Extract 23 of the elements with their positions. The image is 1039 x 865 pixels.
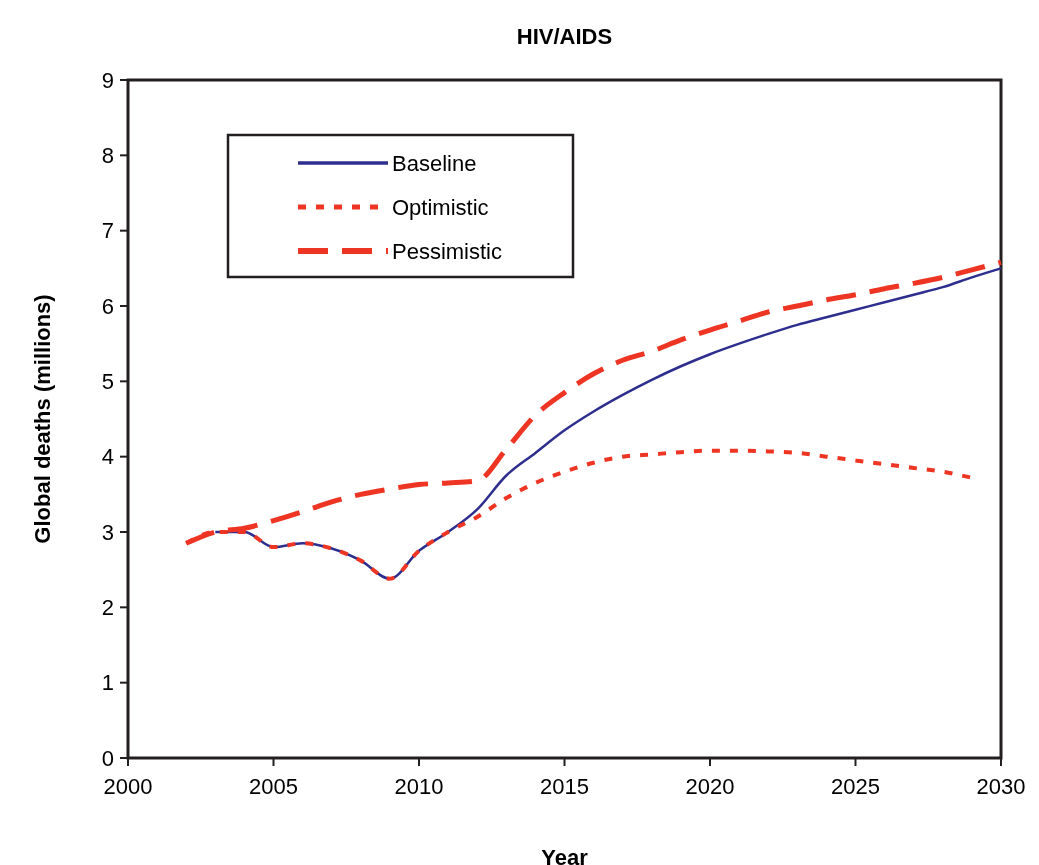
x-axis-title: Year (541, 845, 589, 865)
y-tick-label: 3 (101, 519, 114, 545)
y-tick-label: 6 (101, 293, 114, 319)
x-tick-label: 2015 (540, 774, 589, 799)
legend-label: Pessimistic (392, 238, 503, 264)
chart-title: HIV/AIDS (516, 24, 613, 49)
legend-label: Baseline (392, 150, 477, 176)
x-tick-label: 2020 (685, 774, 735, 799)
x-tick-label: 2030 (976, 774, 1026, 799)
y-axis-title: Global deaths (millions) (30, 294, 55, 544)
y-tick-label: 4 (101, 444, 114, 470)
x-tick-label: 2025 (831, 774, 880, 799)
y-tick-label: 2 (101, 595, 114, 621)
x-tick-label: 2005 (249, 774, 298, 799)
x-tick-label: 2010 (394, 774, 444, 799)
x-tick-label: 2000 (103, 774, 153, 799)
y-tick-label: 1 (101, 670, 114, 696)
y-tick-label: 0 (101, 745, 114, 771)
y-tick-label: 8 (101, 143, 114, 169)
y-tick-label: 5 (101, 369, 114, 395)
y-tick-label: 9 (101, 67, 114, 93)
legend-label: Optimistic (392, 194, 489, 220)
y-tick-label: 7 (101, 218, 114, 244)
